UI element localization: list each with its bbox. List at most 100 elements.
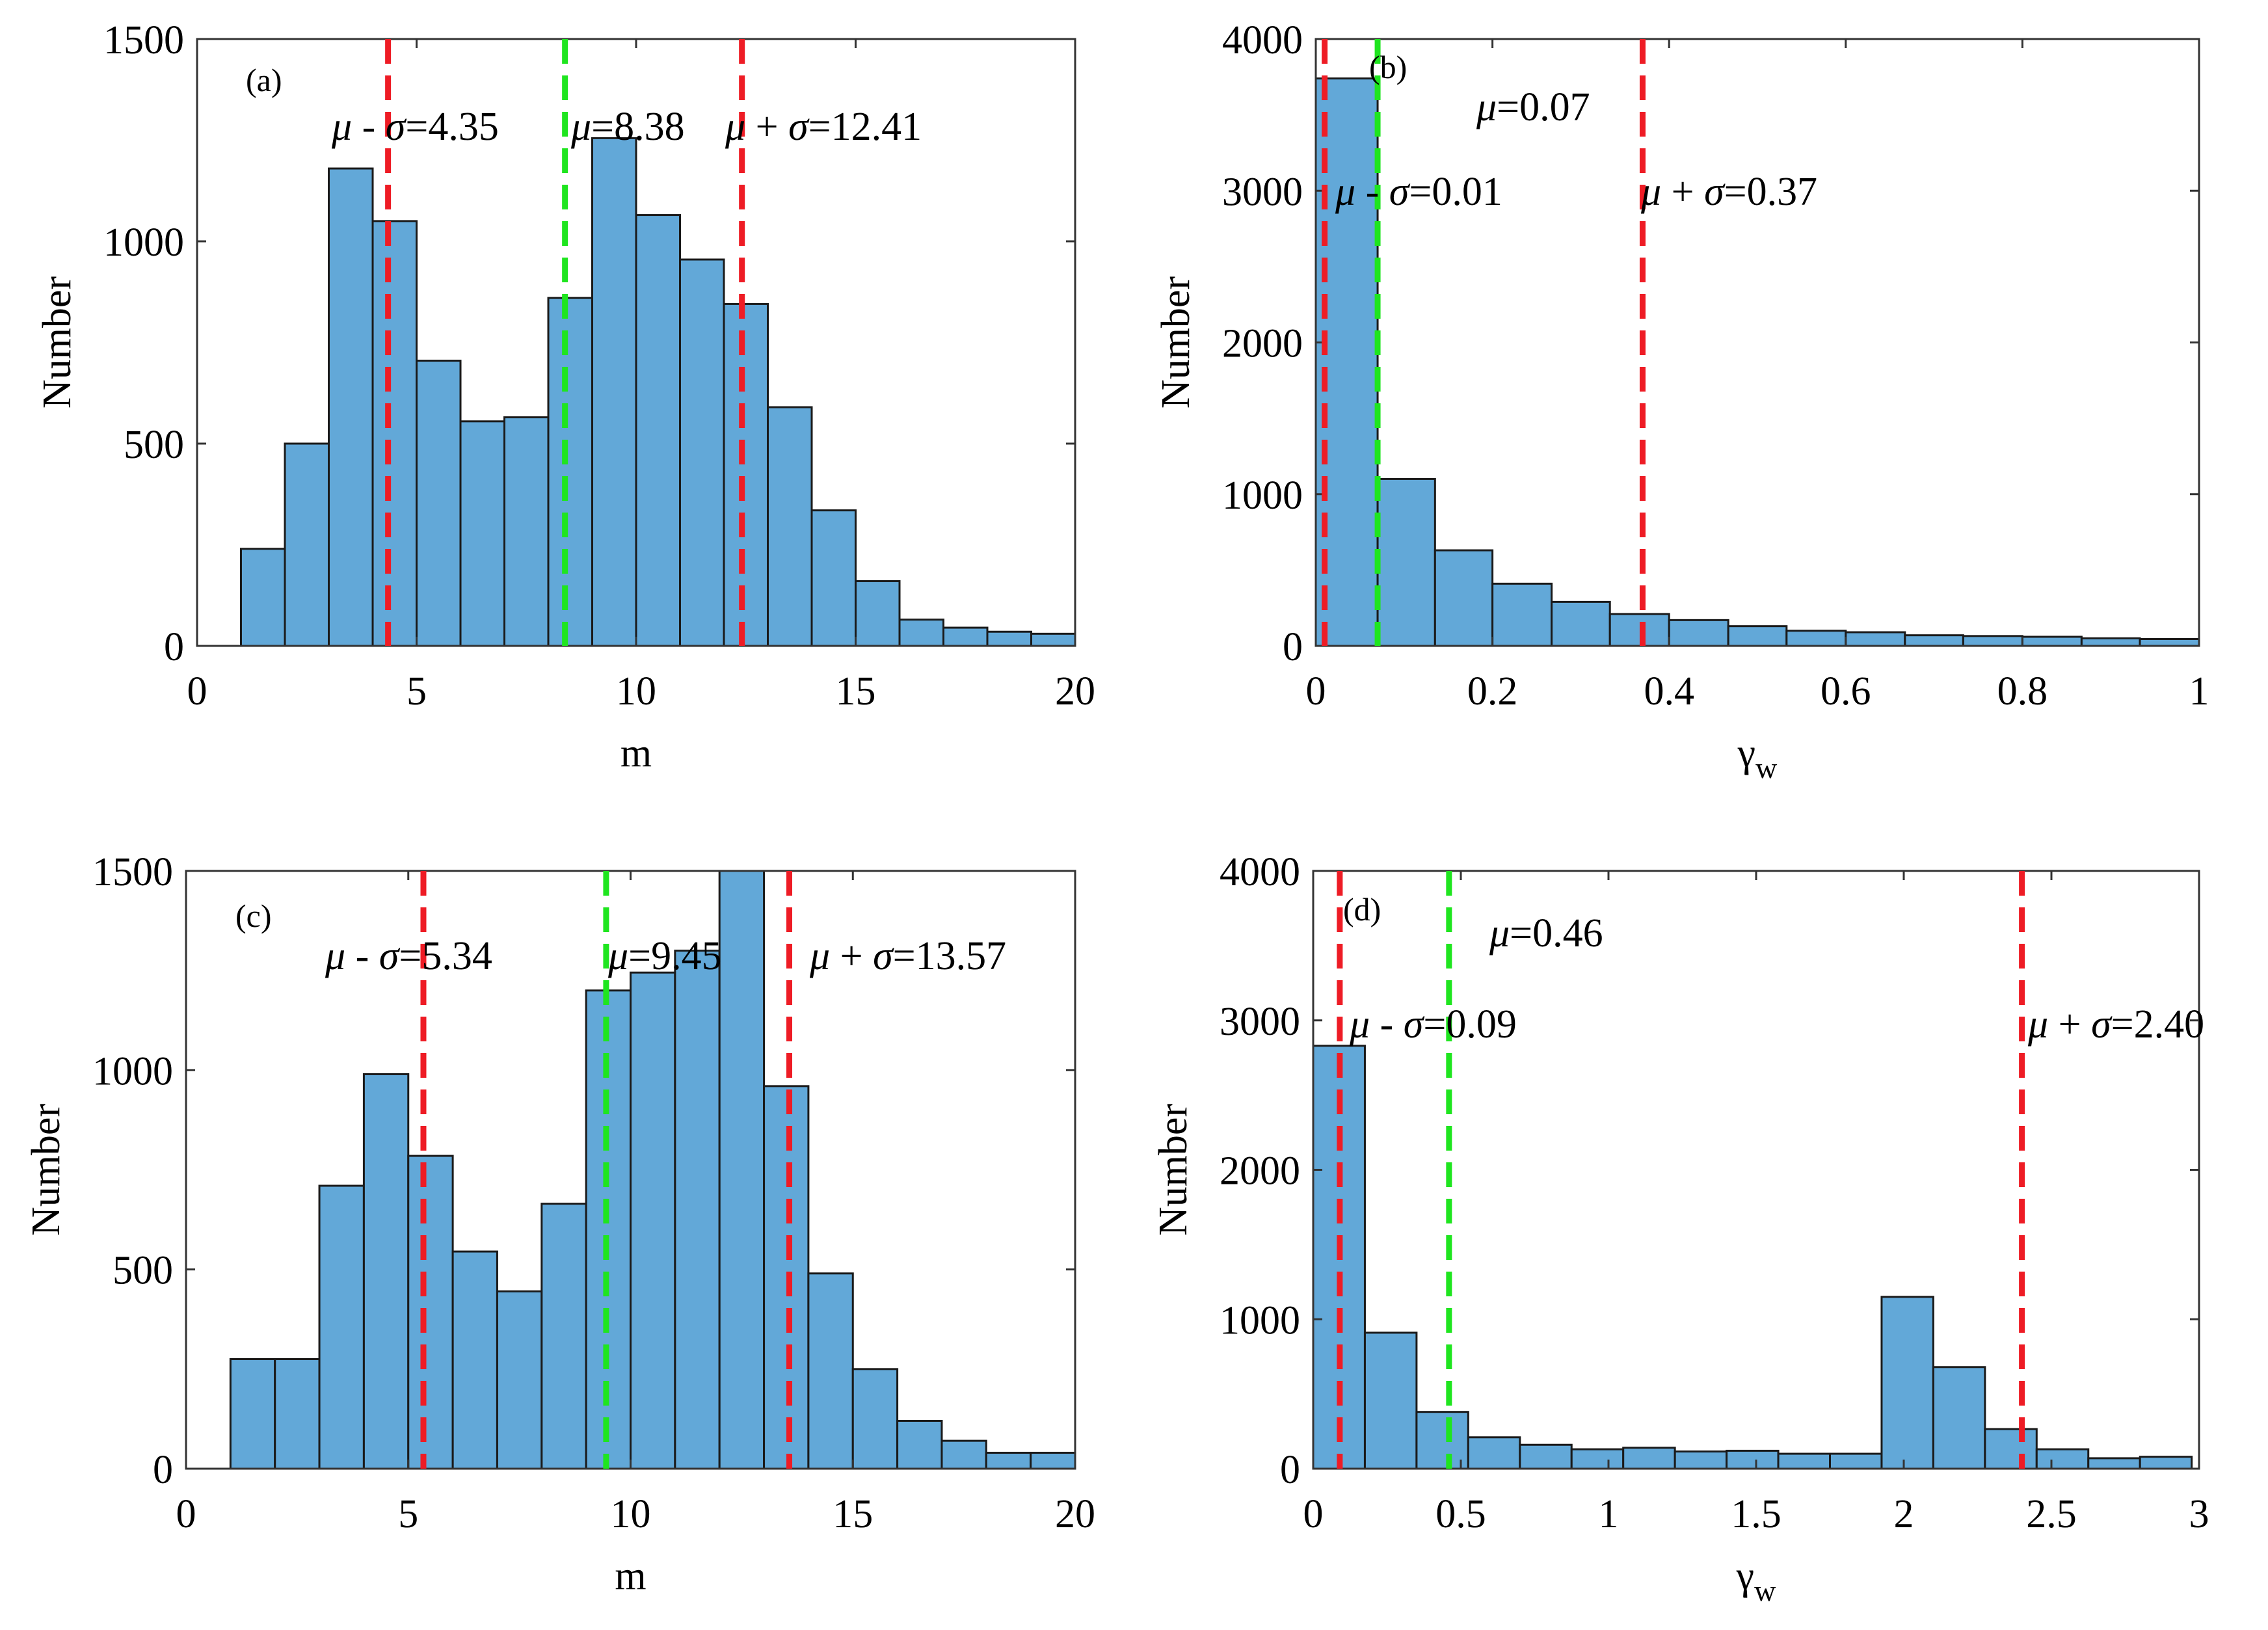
histogram-bar	[1785, 630, 1847, 646]
panel-label: (a)	[246, 62, 282, 98]
histogram-bar	[591, 137, 637, 646]
panel-a: 0 5 10 15 20 0 500 1000 1500 Number m (a) μ - σ=4.35…	[35, 18, 1095, 775]
y-tick-label: 3000	[1220, 1000, 1300, 1044]
sigma-annotation: μ - σ=5.34	[325, 934, 492, 978]
histogram-bar	[362, 1073, 410, 1469]
y-axis-label: Number	[1151, 1104, 1195, 1236]
x-axis-label: γw	[1737, 731, 1778, 784]
x-tick-label: 0	[176, 1492, 196, 1536]
y-tick-label: 1500	[92, 850, 173, 894]
histogram-bar	[328, 167, 374, 646]
x-axis-label: m	[615, 1554, 646, 1598]
histogram-bar	[416, 359, 462, 646]
histogram-bar	[240, 548, 286, 646]
histogram-bar	[2087, 1457, 2141, 1469]
sigma-annotation: μ + σ=13.57	[809, 934, 1006, 978]
histogram-bar	[1727, 625, 1788, 646]
x-tick-label: 5	[407, 669, 427, 714]
y-tick-label: 1500	[103, 18, 184, 62]
histogram-bar	[1467, 1436, 1521, 1469]
x-tick-label: 0	[1306, 669, 1326, 714]
histogram-bar	[274, 1358, 321, 1469]
x-tick-label: 20	[1055, 669, 1095, 714]
x-tick-label: 20	[1055, 1492, 1095, 1536]
panel-d: 0 0.5 1 1.5 2 2.5 3 0 1000 2000 3000 4000 Number γw (d…	[1151, 850, 2209, 1607]
y-axis-label: Number	[24, 1104, 68, 1236]
x-tick-label: 2.5	[2026, 1492, 2077, 1536]
y-tick-label: 2000	[1220, 1149, 1300, 1194]
mean-annotation: μ=8.38	[570, 105, 685, 149]
y-tick-label: 0	[153, 1448, 173, 1492]
histogram-bar	[2139, 638, 2199, 646]
bars	[1313, 1045, 2193, 1469]
x-tick-label: 0.4	[1644, 669, 1694, 714]
histogram-bar	[1829, 1452, 1883, 1469]
y-tick-label: 500	[113, 1249, 173, 1293]
histogram-bar	[810, 509, 857, 646]
histogram-bar	[540, 1203, 587, 1469]
histogram-bar	[1491, 582, 1553, 646]
histogram-bar	[496, 1290, 543, 1469]
panel-c: 0 5 10 15 20 0 500 1000 1500 Number m (c) μ - σ=5.34…	[24, 850, 1095, 1598]
sigma-annotation: μ + σ=2.40	[2027, 1002, 2204, 1047]
histogram-bar	[1074, 576, 1075, 646]
mean-annotation: μ=9.45	[607, 934, 722, 978]
histogram-bar	[1904, 634, 1964, 646]
histogram-bar	[851, 1368, 899, 1469]
histogram-bar	[942, 626, 989, 646]
y-axis-label: Number	[35, 276, 79, 409]
histogram-bar	[635, 214, 681, 646]
histogram-bar	[1030, 632, 1075, 646]
panel-b: 0 0.2 0.4 0.6 0.8 1 0 1000 2000 3000 4000 Number γw (…	[1154, 18, 2209, 784]
histogram-bar	[1984, 1428, 2038, 1469]
sigma-annotation: μ + σ=0.37	[1640, 170, 1817, 214]
y-tick-label: 3000	[1222, 170, 1303, 214]
x-tick-label: 0.5	[1435, 1492, 1486, 1536]
histogram-bar	[1845, 631, 1906, 646]
sigma-annotation: μ + σ=12.41	[725, 105, 922, 149]
histogram-bar	[318, 1184, 365, 1469]
y-tick-label: 1000	[92, 1049, 173, 1093]
histogram-bar	[451, 1250, 498, 1469]
y-tick-label: 500	[124, 423, 184, 467]
bars	[240, 137, 1075, 646]
y-axis-label: Number	[1154, 276, 1198, 409]
histogram-bar	[371, 220, 418, 646]
panel-label: (b)	[1369, 49, 1407, 85]
histogram-bar	[1622, 1447, 1676, 1469]
sigma-annotation: μ - σ=0.01	[1335, 170, 1502, 214]
y-tick-label: 2000	[1222, 322, 1303, 366]
x-tick-label: 10	[616, 669, 656, 714]
y-tick-label: 4000	[1220, 850, 1300, 894]
y-tick-label: 1000	[1220, 1298, 1300, 1343]
y-tick-label: 0	[164, 625, 184, 669]
x-tick-label: 15	[836, 669, 876, 714]
x-axis-label: γw	[1736, 1554, 1776, 1607]
histogram-bar	[941, 1439, 987, 1469]
histogram-bar	[896, 1419, 943, 1469]
y-tick-label: 0	[1283, 625, 1303, 669]
histogram-bar	[1932, 1366, 1986, 1469]
x-tick-label: 1	[2189, 669, 2209, 714]
x-tick-label: 1.5	[1731, 1492, 1781, 1536]
histogram-bar	[1074, 1352, 1075, 1469]
histogram-bar	[723, 302, 769, 646]
histogram-bar	[2139, 1456, 2193, 1469]
histogram-bar	[1551, 600, 1611, 646]
histogram-bar	[1570, 1448, 1625, 1469]
histogram-bar	[630, 971, 676, 1469]
histogram-bar	[1434, 549, 1494, 646]
histogram-bar	[2080, 637, 2141, 646]
histogram-bar	[1519, 1443, 1573, 1469]
histogram-bar	[2021, 635, 2083, 646]
histogram-bar	[1674, 1450, 1728, 1469]
histogram-bar	[1030, 1451, 1075, 1469]
histogram-bar	[1608, 613, 1670, 646]
histogram-bar	[1726, 1449, 1780, 1469]
histogram-bar	[407, 1155, 454, 1469]
sigma-annotation: μ - σ=0.09	[1349, 1002, 1517, 1047]
histogram-bar	[985, 1451, 1032, 1469]
panel-label: (d)	[1343, 891, 1381, 928]
x-tick-label: 5	[398, 1492, 418, 1536]
